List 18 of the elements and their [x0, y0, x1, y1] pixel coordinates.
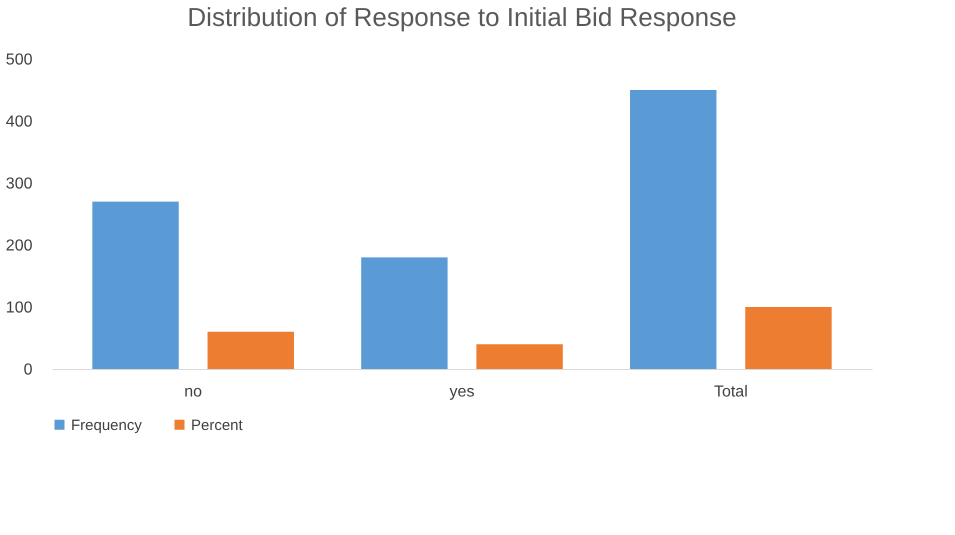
x-tick-label: Total	[714, 384, 748, 400]
bar	[745, 307, 832, 369]
y-tick-label: 0	[24, 362, 33, 378]
bar	[208, 332, 294, 369]
bar	[630, 90, 716, 369]
bar	[361, 257, 448, 369]
bar	[476, 344, 563, 369]
legend-label: Percent	[191, 416, 244, 434]
y-tick-label: 400	[6, 114, 33, 130]
x-tick-label: no	[184, 384, 202, 400]
x-tick-label: yes	[450, 384, 474, 400]
legend-label: Frequency	[71, 416, 142, 434]
y-tick-label: 500	[6, 52, 33, 68]
y-tick-label: 200	[6, 238, 33, 254]
chart-title: Distribution of Response to Initial Bid Response	[187, 2, 737, 32]
y-tick-label: 100	[6, 300, 33, 316]
bar	[92, 202, 179, 369]
y-tick-label: 300	[6, 176, 33, 192]
